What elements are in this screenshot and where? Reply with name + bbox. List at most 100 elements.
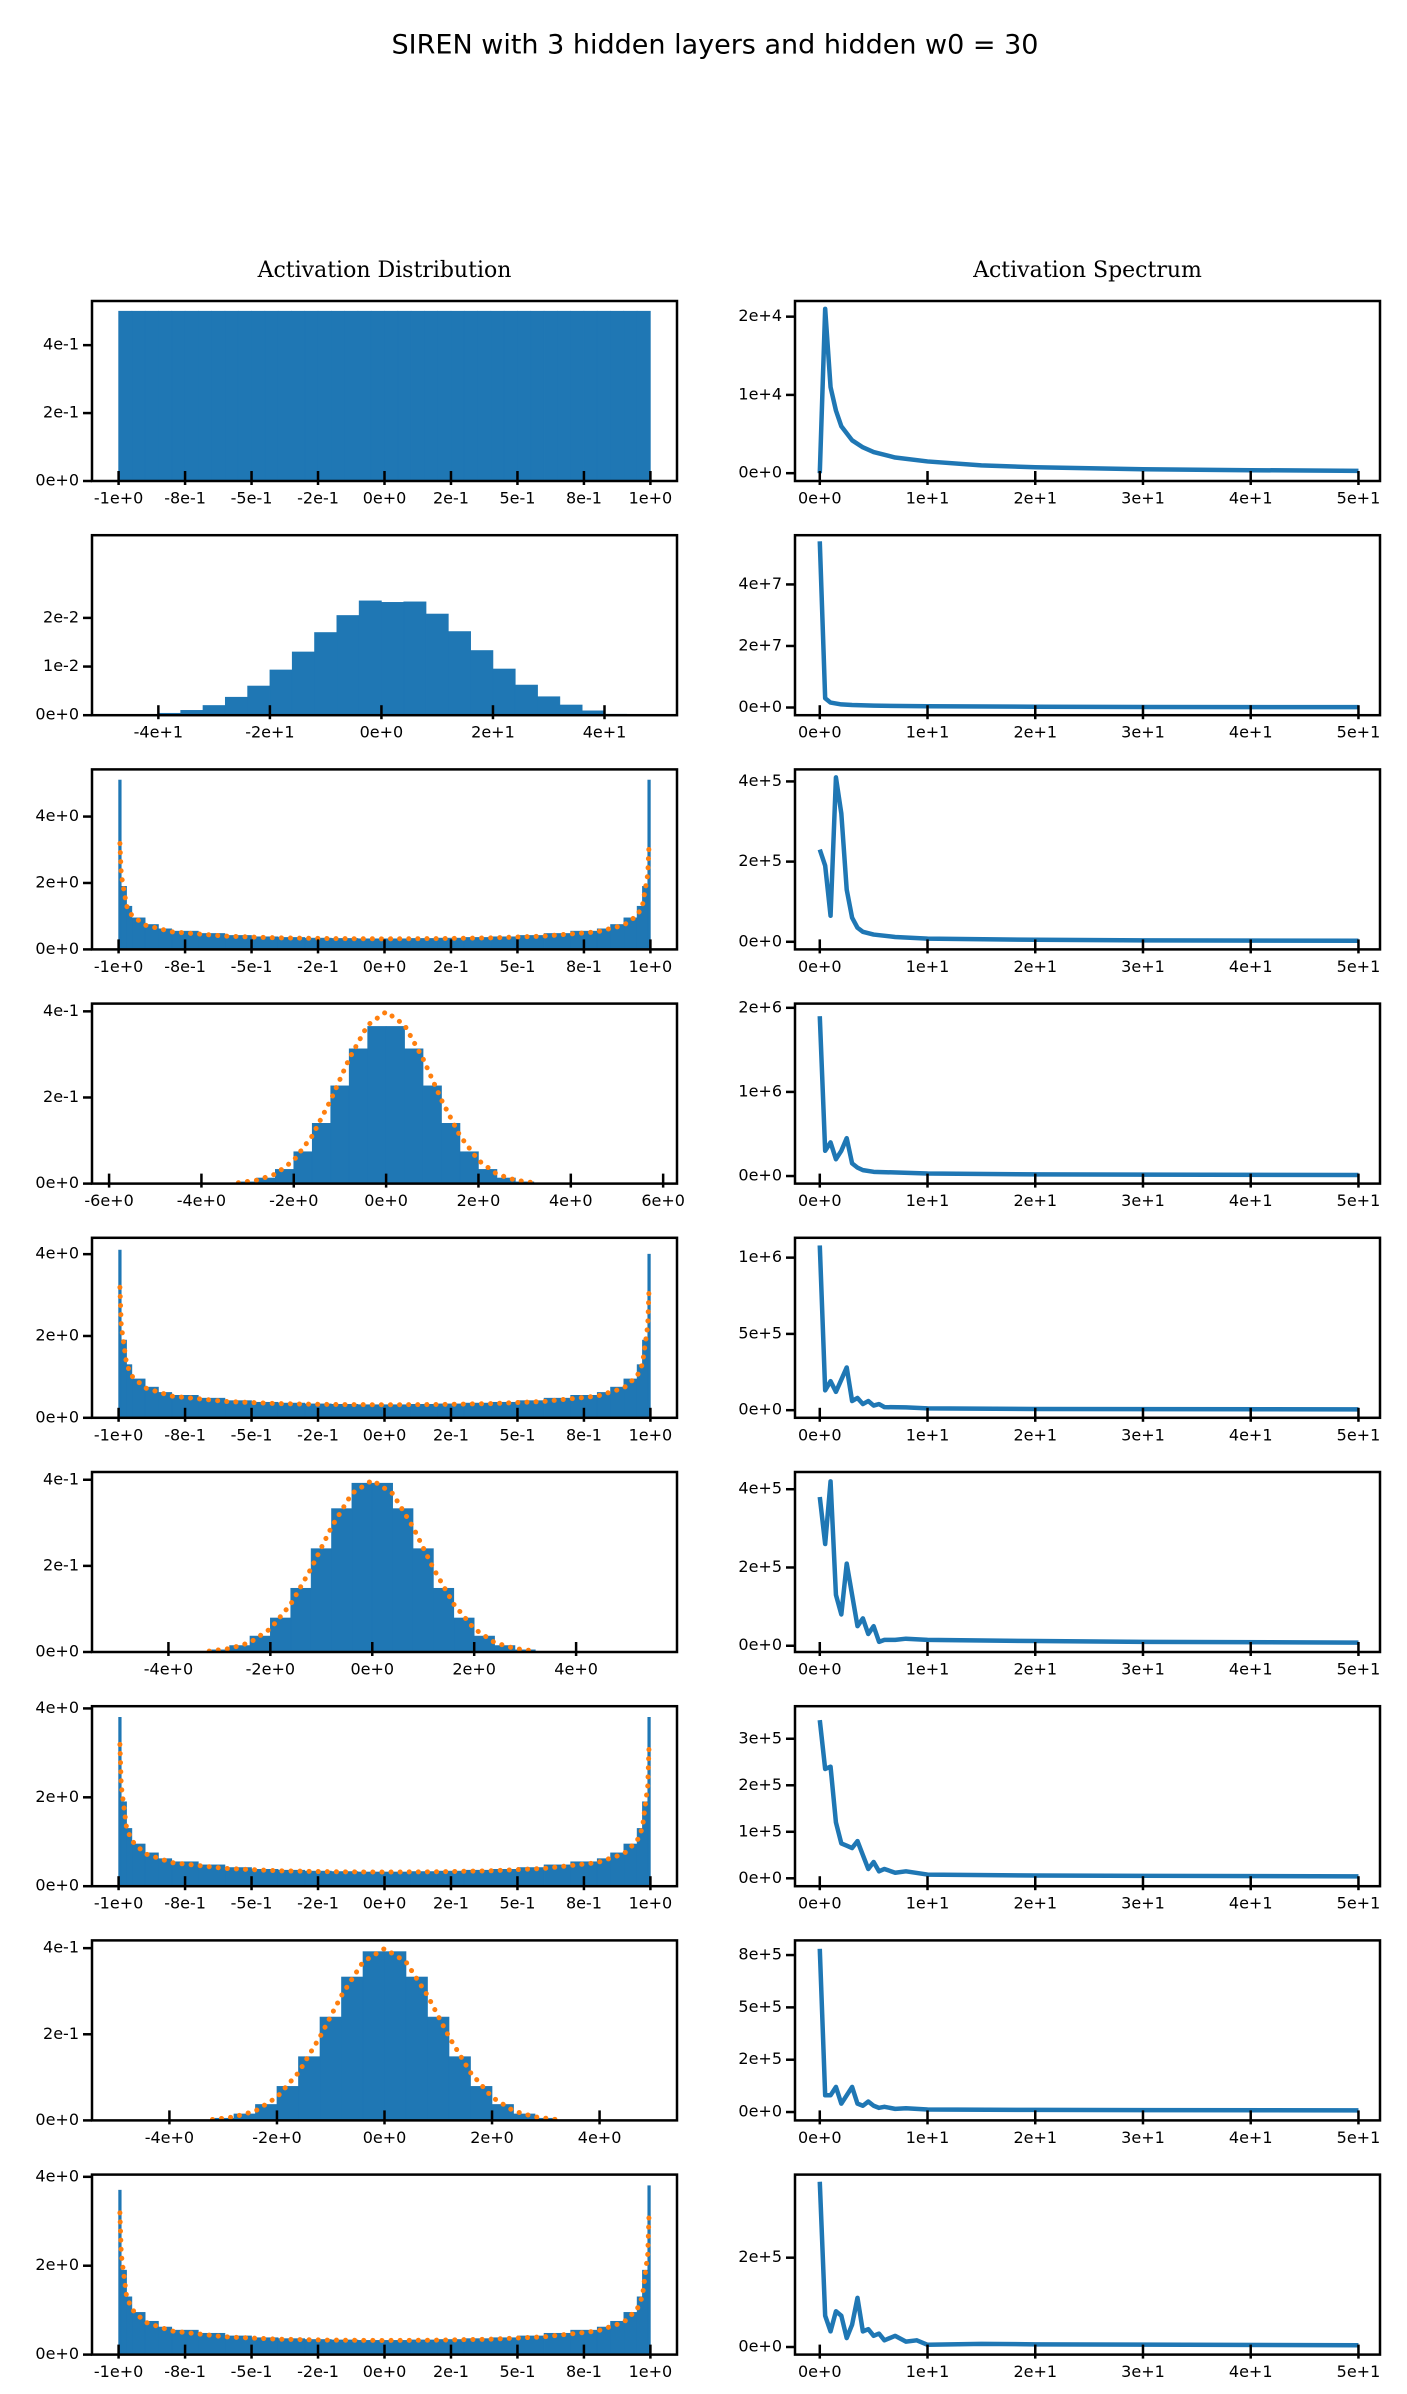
x-tick-label: 2e-1 [433, 1425, 469, 1444]
axes-frame [90, 1236, 679, 1420]
histogram-bar [158, 310, 173, 481]
x-tick-label: 4e+1 [1229, 1191, 1273, 1210]
y-tick-label: 2e+7 [738, 635, 782, 654]
x-tick-label: 5e+1 [1337, 489, 1381, 508]
x-tick-label: 0e+0 [798, 2362, 842, 2381]
x-tick-label: 4e+0 [549, 1191, 593, 1210]
y-tick-label: 4e+0 [35, 1244, 79, 1263]
x-tick-label: -2e-1 [297, 957, 339, 976]
axes-frame [793, 1939, 1382, 2122]
plot-area [817, 1719, 1359, 1879]
y-tick-label: 4e+5 [738, 771, 782, 790]
y-tick-label: 2e+5 [738, 1557, 782, 1576]
x-tick-label: -2e+0 [269, 1191, 318, 1210]
x-tick-label: 1e+0 [629, 1425, 673, 1444]
axes-frame [90, 1470, 679, 1654]
x-tick-label: -4e+1 [134, 723, 183, 742]
histogram-bar [198, 1397, 226, 1418]
x-tick-label: 5e+1 [1337, 1660, 1381, 1679]
x-tick-label: 1e+0 [629, 957, 673, 976]
histogram-bar [517, 1867, 545, 1887]
x-tick-label: 1e+1 [906, 2128, 950, 2147]
x-tick-label: -8e-1 [164, 2362, 206, 2381]
x-tick-label: 0e+0 [798, 957, 842, 976]
histogram-bar [385, 1026, 405, 1184]
x-tick-label: -8e-1 [164, 957, 206, 976]
histogram-bar [319, 2016, 342, 2121]
x-tick-label: 0e+0 [798, 1660, 842, 1679]
histogram-bar [362, 1951, 385, 2121]
x-tick-label: 2e+0 [470, 2128, 514, 2147]
x-tick-label: -4e+0 [177, 1191, 226, 1210]
histogram-bar [559, 704, 583, 716]
histogram-bar [224, 1400, 252, 1418]
x-tick-label: 3e+1 [1121, 1894, 1165, 1913]
histogram-bar [477, 310, 492, 481]
y-tick-label: 2e+4 [738, 306, 782, 325]
plot-area [135, 600, 628, 716]
histogram-bar [357, 310, 372, 481]
histogram-bar [470, 650, 494, 716]
x-tick-label: -8e-1 [164, 489, 206, 508]
x-tick-label: 0e+0 [363, 2128, 407, 2147]
x-tick-label: 5e+1 [1337, 2362, 1381, 2381]
x-tick-label: -4e+0 [144, 1660, 193, 1679]
histogram-bar [405, 1976, 428, 2121]
spectrum-line [817, 1245, 1359, 1412]
x-tick-label: 6e+0 [641, 1191, 685, 1210]
histogram-bar [517, 2335, 545, 2355]
y-tick-label: 0e+0 [35, 2110, 79, 2129]
axes-frame [793, 1002, 1382, 1185]
histogram-bar [463, 1869, 492, 1887]
x-tick-label: 0e+0 [363, 1894, 407, 1913]
x-tick-label: -1e+0 [94, 1894, 143, 1913]
plot-area [235, 1008, 537, 1184]
y-tick-label: 0e+0 [35, 1407, 79, 1426]
y-tick-label: 2e+0 [35, 1787, 79, 1806]
y-tick-label: 4e-1 [43, 1001, 79, 1020]
x-tick-label: 3e+1 [1121, 1660, 1165, 1679]
y-tick-label: 4e+0 [35, 1698, 79, 1717]
histogram-bar [291, 651, 315, 716]
y-tick-label: 0e+0 [738, 931, 782, 950]
y-tick-label: 0e+0 [738, 1166, 782, 1185]
histogram-bar [304, 310, 319, 481]
y-tick-label: 2e-1 [43, 1087, 79, 1106]
x-tick-label: 2e+1 [1013, 1894, 1057, 1913]
histogram-bar [610, 310, 625, 481]
density-curve [235, 1008, 537, 1184]
histogram-bar [158, 928, 173, 950]
x-tick-label: 5e-1 [499, 957, 535, 976]
axes-frame [793, 1704, 1382, 1888]
histogram-bar [264, 310, 279, 481]
x-tick-label: 5e-1 [499, 1425, 535, 1444]
histogram-bar [371, 1482, 393, 1652]
x-tick-label: 1e+1 [906, 1425, 950, 1444]
x-tick-label: 5e+1 [1337, 957, 1381, 976]
histogram-bar [410, 1404, 438, 1418]
x-tick-label: -1e+0 [94, 1425, 143, 1444]
histogram-bar [184, 310, 199, 481]
x-tick-label: 4e+1 [1229, 1660, 1273, 1679]
x-tick-label: 0e+0 [798, 1894, 842, 1913]
y-tick-label: 4e+0 [35, 2166, 79, 2185]
spectrum-line [817, 1016, 1359, 1178]
plot-area [117, 2185, 652, 2355]
y-tick-label: 5e+5 [738, 1323, 782, 1342]
x-tick-label: 4e+1 [1229, 1425, 1273, 1444]
x-tick-label: 4e+0 [554, 1660, 598, 1679]
y-tick-label: 2e+5 [738, 2247, 782, 2266]
histogram-bar [358, 600, 382, 716]
histogram-bar [459, 1151, 479, 1184]
histogram-bar [158, 1392, 173, 1418]
histogram-bar [131, 310, 146, 481]
plot-area [117, 1717, 652, 1887]
x-tick-label: 5e+1 [1337, 723, 1381, 742]
histogram-bar [384, 2340, 412, 2355]
histogram-bar [557, 310, 571, 481]
histogram-bar [311, 1123, 332, 1184]
x-tick-label: 3e+1 [1121, 1191, 1165, 1210]
y-tick-label: 2e+5 [738, 851, 782, 870]
x-tick-label: -6e+0 [84, 1191, 133, 1210]
x-tick-label: 0e+0 [360, 723, 404, 742]
